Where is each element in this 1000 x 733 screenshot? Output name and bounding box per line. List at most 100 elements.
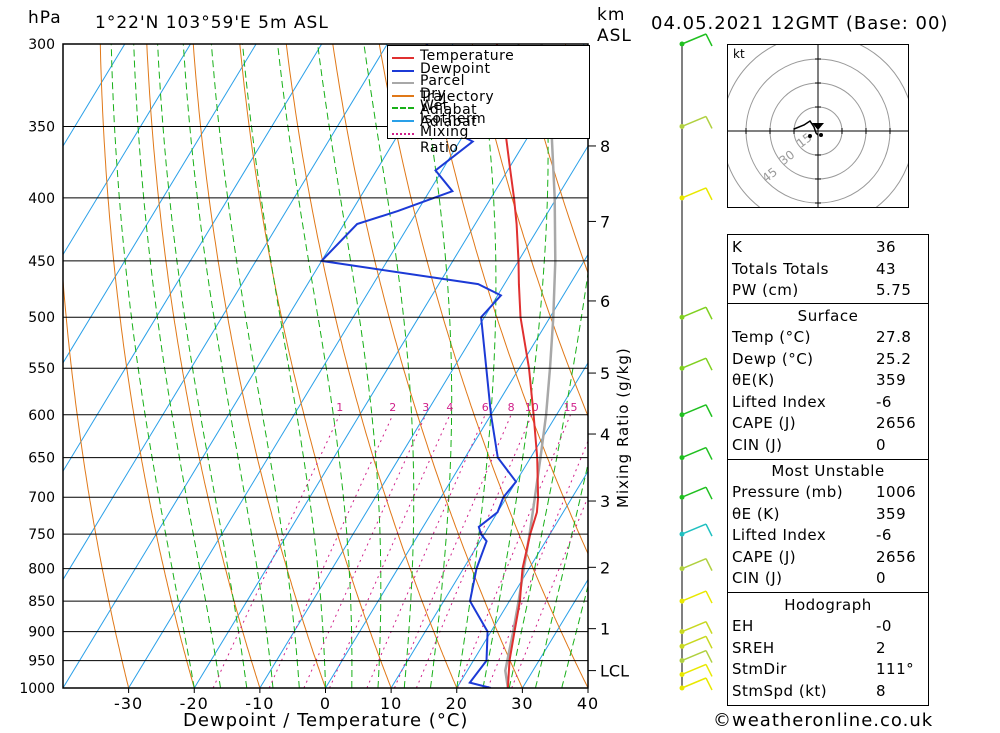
legend-swatch: [392, 94, 414, 97]
pressure-tick-label: 850: [28, 594, 55, 610]
legend-swatch: [392, 132, 414, 135]
index-row: Lifted Index -6: [732, 393, 924, 414]
pressure-tick-label: 350: [28, 119, 55, 135]
isotherm-line: [128, 44, 520, 688]
most-unstable-heading: Most Unstable: [771, 462, 885, 480]
wind-barb-dot: [679, 41, 685, 47]
index-row: StmSpd (kt) 8: [732, 682, 924, 703]
legend-swatch: [392, 82, 414, 85]
index-name: CIN (J): [732, 436, 783, 454]
wind-barb-flag: [705, 447, 713, 460]
pressure-tick-label: 700: [28, 490, 55, 506]
wind-barb-dot: [679, 643, 685, 649]
wind-barb-flag: [705, 116, 713, 129]
isotherm-line: [63, 44, 191, 256]
index-name: CAPE (J): [732, 414, 797, 433]
hodograph-box: kt 15 30 45: [727, 44, 909, 208]
legend-label: Mixing Ratio: [420, 123, 469, 156]
index-name: Pressure (mb): [732, 483, 844, 501]
wind-barb-staff: [681, 620, 707, 633]
pressure-tick-label: 450: [28, 254, 55, 270]
temp-tick-label: 0: [320, 694, 331, 713]
km-unit-label: km: [597, 5, 626, 25]
wind-barb-staff: [681, 33, 707, 45]
index-row: CIN (J) 0: [732, 436, 924, 457]
wind-barb-staff: [681, 677, 707, 689]
legend-label: Dewpoint: [420, 60, 491, 77]
index-value: 359: [876, 371, 907, 390]
pressure-tick-label: 600: [28, 408, 55, 424]
wind-barb-dot: [679, 455, 685, 461]
wet-adiabat-line: [363, 44, 415, 688]
wind-barb-flag: [705, 187, 713, 201]
hodograph-unit-label: kt: [733, 47, 745, 61]
dry-adiabat-line: [518, 44, 588, 275]
index-row: CIN (J) 0: [732, 569, 924, 590]
index-row: Lifted Index -6: [732, 526, 924, 547]
location-title: 1°22'N 103°59'E 5m ASL: [95, 13, 329, 33]
temp-tick-label: 40: [577, 694, 599, 713]
hodograph-trace: [793, 119, 819, 136]
wet-adiabat-line: [535, 461, 588, 688]
mixing-ratio-label: 6: [482, 401, 489, 414]
isotherm-line: [325, 253, 588, 688]
index-value: 359: [876, 504, 907, 523]
isotherm-line: [63, 44, 257, 364]
index-value: 27.8: [876, 328, 912, 346]
wet-adiabat-line: [242, 44, 326, 688]
wind-barb-dot: [679, 123, 685, 129]
index-name: Lifted Index: [732, 526, 827, 545]
wet-adiabat-line: [277, 44, 353, 688]
legend-label: Isotherm: [420, 111, 487, 127]
index-row: PW (cm) 5.75: [732, 281, 924, 302]
mixing-ratio-label: 2: [389, 401, 396, 414]
indices-panel: K 36 Totals Totals 43 PW (cm) 5.75 Surface Te…: [727, 234, 929, 706]
index-row: Pressure (mb) 1006: [732, 483, 924, 504]
wind-barb-dot: [679, 671, 685, 677]
isotherm-line: [390, 361, 588, 688]
temp-tick-label: -20: [180, 694, 209, 713]
mixing-ratio-line: [212, 414, 341, 688]
wind-barb-flag: [705, 404, 713, 418]
index-name: θE (K): [732, 504, 780, 523]
temp-tick-label: 20: [446, 694, 468, 713]
wind-barb-dot: [679, 598, 685, 604]
index-name: PW (cm): [732, 281, 799, 300]
index-row: CAPE (J) 2656: [732, 548, 924, 569]
hodograph-point: [819, 133, 823, 137]
pressure-tick-label: 650: [28, 451, 55, 467]
mixing-ratio-line: [511, 495, 588, 688]
legend-swatch: [392, 107, 414, 110]
wind-barb-flag: [705, 558, 713, 571]
wind-barb-dot: [679, 685, 685, 691]
wind-barb-flag: [705, 306, 713, 320]
wind-barb-staff: [681, 557, 707, 570]
temp-tick-label: -30: [114, 694, 143, 713]
temp-tick-label: 30: [511, 694, 533, 713]
index-name: CIN (J): [732, 569, 783, 588]
pressure-tick-label: 300: [28, 37, 55, 53]
wind-barb-staff: [681, 115, 707, 128]
wind-barb-staff: [681, 590, 707, 602]
wind-barb-dot: [679, 412, 685, 418]
wind-barb-dot: [679, 494, 685, 500]
wind-barb-staff: [681, 357, 707, 369]
wind-barb-staff: [681, 663, 707, 676]
copyright-credit[interactable]: ©weatheronline.co.uk: [713, 710, 934, 731]
wind-barb-staff: [681, 523, 707, 535]
index-name: StmDir: [732, 660, 787, 679]
mixing-ratio-axis-title: Mixing Ratio (g/kg): [614, 347, 632, 508]
mixing-ratio-line: [366, 414, 486, 688]
isotherm-line: [259, 145, 588, 688]
index-row: EH -0: [732, 617, 924, 638]
index-value: 43: [876, 259, 897, 278]
km-tick-label: 3: [600, 492, 610, 511]
index-name: K: [732, 238, 743, 256]
divider: [728, 592, 928, 593]
wind-barb-flag: [705, 677, 713, 691]
wind-barb-staff: [681, 187, 707, 199]
wind-barb-flag: [705, 650, 713, 663]
index-name: Dewp (°C): [732, 349, 814, 368]
index-row: Dewp (°C) 25.2: [732, 350, 924, 371]
index-name: θE(K): [732, 371, 775, 390]
